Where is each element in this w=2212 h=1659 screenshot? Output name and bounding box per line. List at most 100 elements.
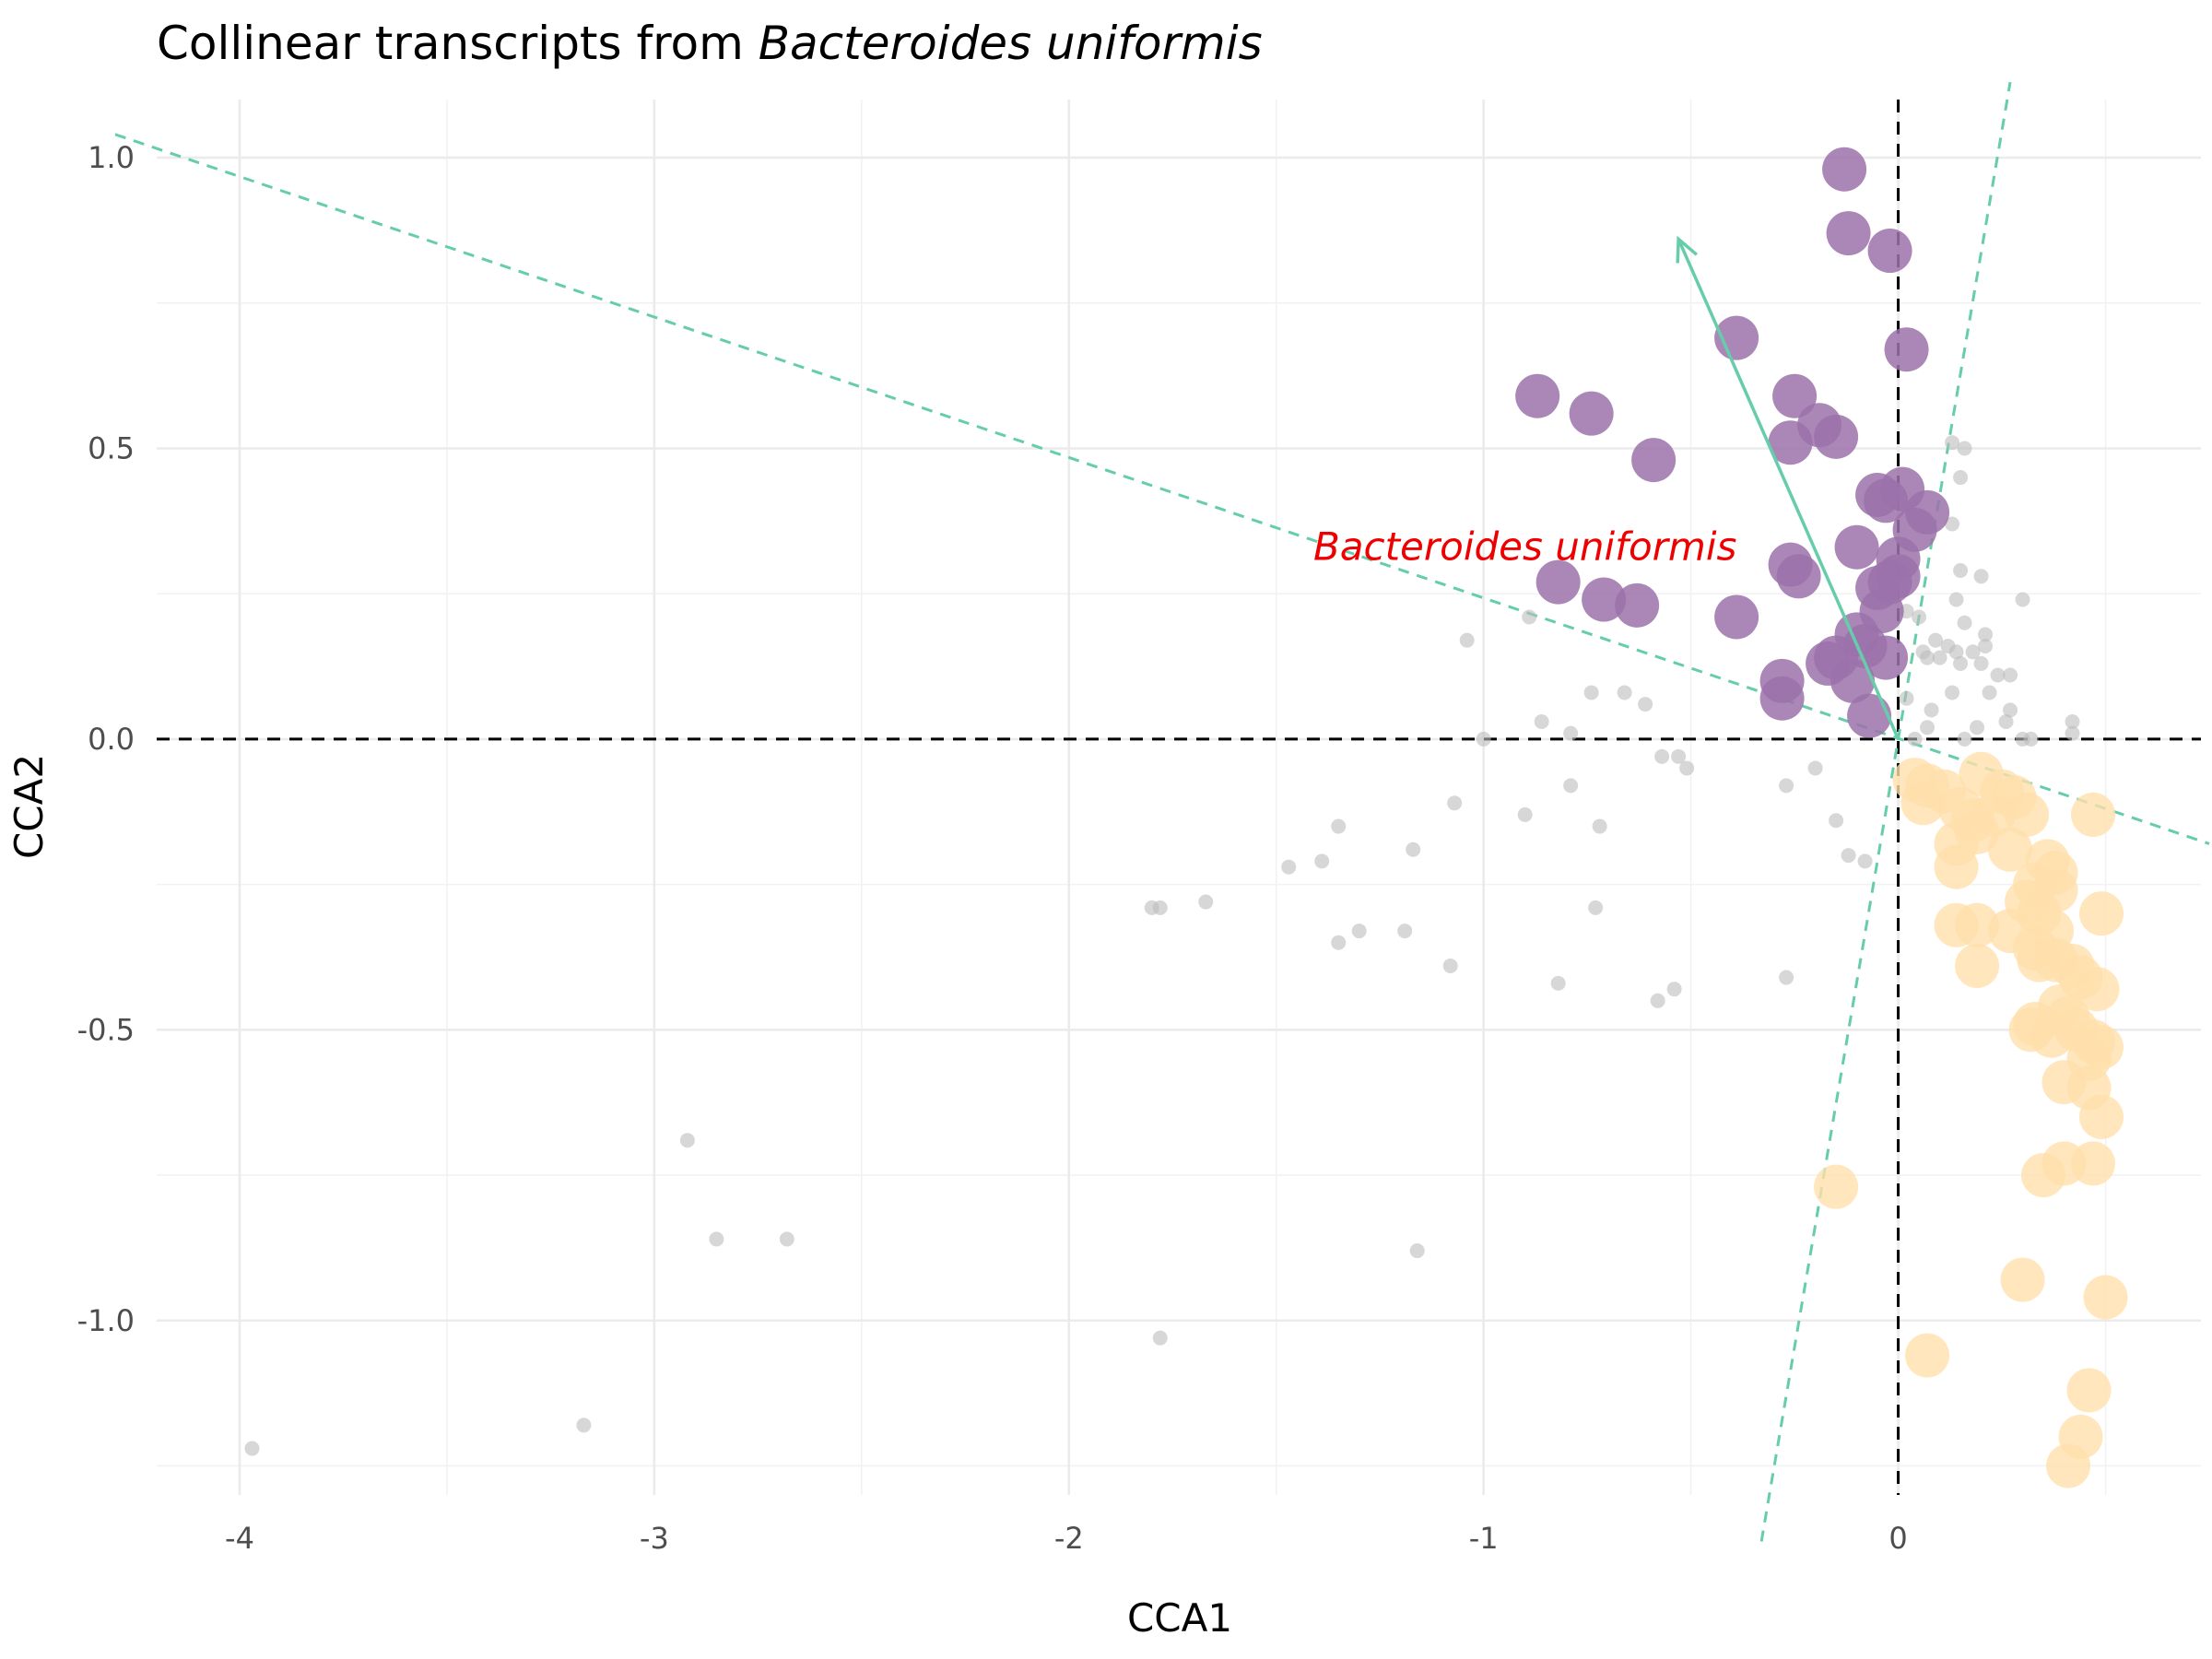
point-negative bbox=[2066, 1368, 2112, 1413]
point-other bbox=[1932, 650, 1947, 665]
point-negative bbox=[2071, 792, 2116, 837]
point-other bbox=[1841, 848, 1856, 864]
y-tick-labels: -1.0 -0.5 0.0 0.5 1.0 bbox=[77, 140, 135, 1338]
point-positive bbox=[1569, 391, 1614, 436]
point-other bbox=[679, 1133, 695, 1148]
point-positive bbox=[1876, 554, 1921, 599]
point-negative bbox=[2046, 1443, 2091, 1488]
point-other bbox=[1915, 644, 1931, 660]
point-positive bbox=[1867, 229, 1912, 274]
grid-minor bbox=[157, 100, 2201, 1495]
biplot-arrow bbox=[1676, 235, 1900, 740]
point-negative bbox=[2030, 1013, 2075, 1058]
data-points bbox=[244, 147, 2128, 1488]
point-other bbox=[1198, 894, 1214, 910]
point-positive bbox=[1759, 676, 1805, 721]
point-other bbox=[1948, 592, 1964, 607]
point-other bbox=[1829, 813, 1844, 829]
point-negative bbox=[2079, 891, 2124, 936]
point-positive bbox=[1768, 420, 1813, 465]
point-other bbox=[1563, 725, 1579, 741]
point-positive bbox=[1814, 414, 1859, 459]
point-other bbox=[1957, 615, 1972, 630]
y-axis-title: CCA2 bbox=[6, 754, 52, 859]
point-positive bbox=[1535, 559, 1581, 605]
point-positive bbox=[1582, 577, 1627, 622]
point-other bbox=[1857, 853, 1873, 869]
point-other bbox=[1592, 818, 1607, 834]
point-positive bbox=[1847, 693, 1892, 738]
point-other bbox=[576, 1418, 592, 1433]
point-other bbox=[1998, 713, 2014, 729]
point-positive bbox=[1864, 635, 1909, 680]
point-other bbox=[1779, 778, 1794, 794]
point-other bbox=[1281, 859, 1297, 875]
point-negative bbox=[1814, 1164, 1859, 1209]
point-other bbox=[1945, 685, 1960, 700]
point-other bbox=[1517, 806, 1533, 822]
point-positive bbox=[1834, 524, 1879, 570]
point-other bbox=[1351, 924, 1367, 939]
point-positive bbox=[1515, 373, 1560, 418]
point-other bbox=[1534, 713, 1549, 729]
point-negative bbox=[1900, 781, 1946, 826]
point-negative bbox=[1905, 1333, 1950, 1378]
point-positive bbox=[1822, 147, 1867, 192]
point-other bbox=[2023, 731, 2039, 747]
point-other bbox=[1957, 731, 1972, 747]
point-positive bbox=[1826, 211, 1871, 256]
species-annotation: Bacteroides uniformis bbox=[1313, 524, 1736, 570]
point-other bbox=[1945, 435, 1960, 451]
point-other bbox=[1978, 627, 1994, 642]
point-negative bbox=[1955, 902, 2000, 947]
chart-title: Collinear transcripts from Bacteroides u… bbox=[157, 17, 1263, 70]
y-tick-label: 1.0 bbox=[88, 140, 135, 175]
point-negative bbox=[2005, 792, 2050, 837]
point-other bbox=[1953, 470, 1969, 486]
x-tick-label: 0 bbox=[1888, 1521, 1907, 1556]
point-other bbox=[1331, 935, 1347, 950]
point-negative bbox=[2021, 1153, 2066, 1198]
point-other bbox=[2065, 713, 2080, 729]
x-tick-label: -2 bbox=[1054, 1521, 1084, 1556]
point-positive bbox=[1631, 438, 1677, 483]
point-other bbox=[1953, 562, 1969, 578]
point-other bbox=[1928, 632, 1944, 648]
point-other bbox=[1442, 958, 1458, 973]
point-other bbox=[244, 1441, 260, 1456]
point-other bbox=[1957, 441, 1972, 456]
point-other bbox=[1522, 609, 1537, 625]
x-axis-title: CCA1 bbox=[1127, 1595, 1232, 1641]
point-other bbox=[1588, 900, 1604, 915]
point-other bbox=[1152, 900, 1168, 915]
arrow-shaft bbox=[1677, 238, 1900, 740]
point-other bbox=[1679, 760, 1695, 776]
point-other bbox=[1563, 778, 1579, 794]
point-other bbox=[1654, 748, 1670, 764]
point-negative bbox=[2017, 937, 2062, 982]
point-other bbox=[1550, 975, 1566, 991]
point-other bbox=[1973, 655, 1989, 671]
point-other bbox=[709, 1231, 724, 1247]
point-other bbox=[1617, 685, 1632, 700]
point-other bbox=[2003, 667, 2018, 683]
point-other bbox=[1912, 609, 1927, 625]
point-other bbox=[1671, 748, 1687, 764]
point-negative bbox=[1988, 827, 2033, 872]
point-other bbox=[1924, 702, 1939, 718]
point-other bbox=[1447, 795, 1463, 811]
point-other bbox=[1973, 569, 1989, 584]
point-negative bbox=[2079, 1094, 2124, 1139]
point-other bbox=[1907, 731, 1923, 747]
point-other bbox=[1638, 697, 1653, 712]
y-tick-label: 0.0 bbox=[88, 722, 135, 757]
point-negative bbox=[2083, 1275, 2128, 1320]
point-other bbox=[1965, 644, 1981, 660]
y-tick-label: -0.5 bbox=[77, 1012, 135, 1047]
point-positive bbox=[1830, 658, 1876, 703]
point-other bbox=[1314, 853, 1330, 869]
point-other bbox=[1982, 685, 1997, 700]
point-positive bbox=[1615, 582, 1660, 628]
point-other bbox=[2065, 725, 2080, 741]
